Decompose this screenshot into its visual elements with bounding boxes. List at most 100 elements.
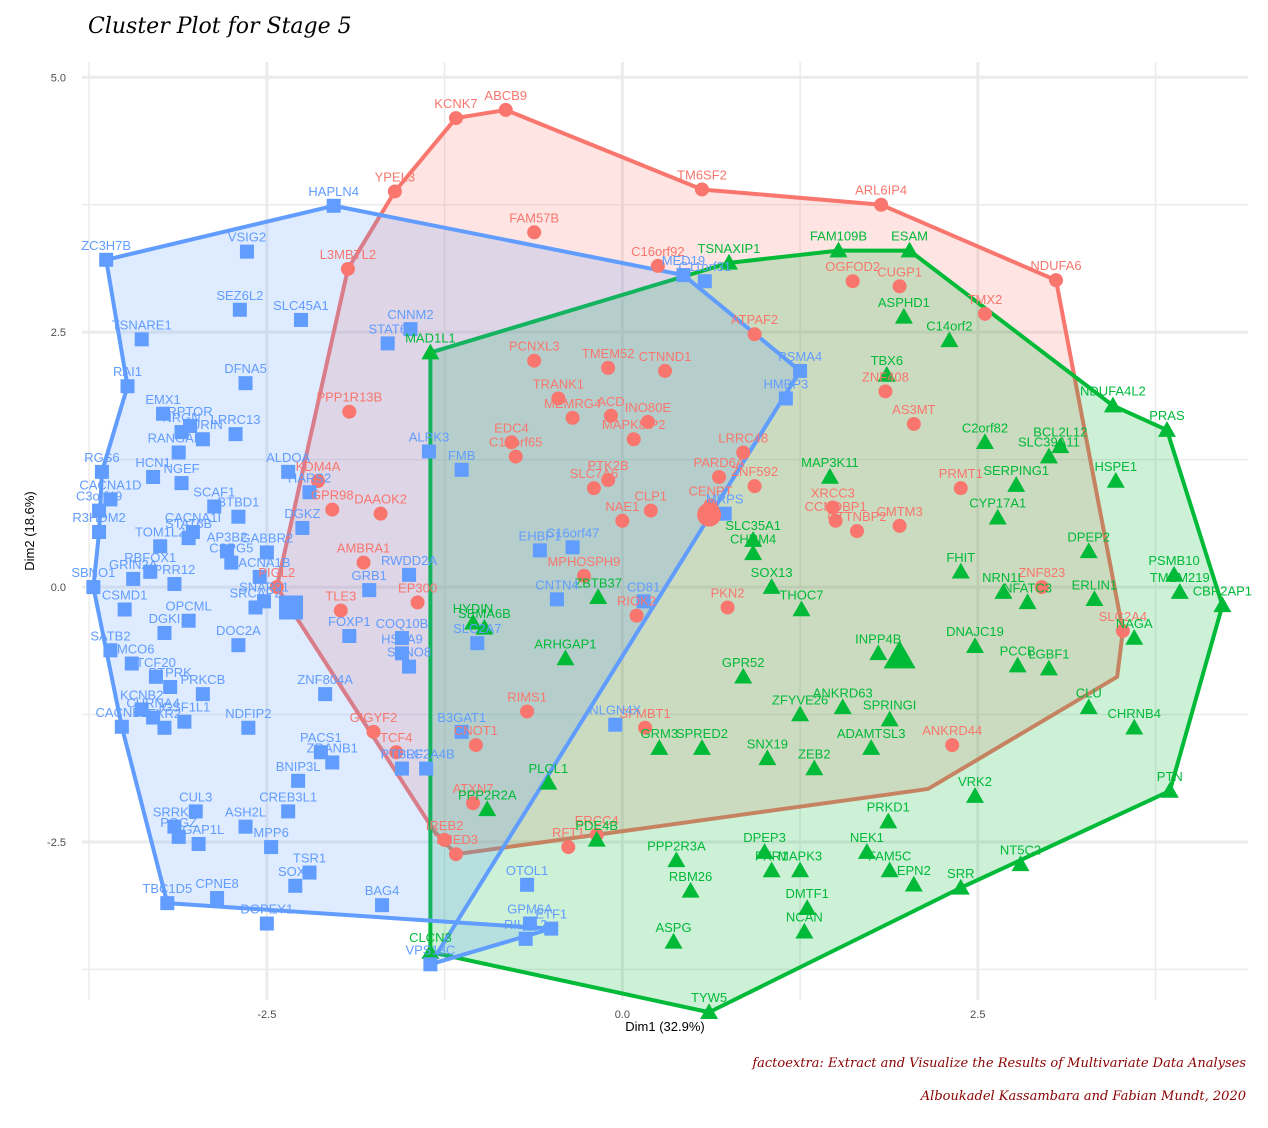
caption-line-2: Alboukadel Kassambara and Fabian Mundt, … [921, 1089, 1246, 1104]
cluster-3-point-label: PRKCB [180, 672, 225, 687]
cluster-1-point-label: CNOT1 [454, 723, 498, 738]
cluster-1-point [411, 595, 425, 609]
cluster-3-point-label: CNNM2 [387, 307, 433, 322]
cluster-2-point-label: SEMA6B [458, 606, 511, 621]
cluster-3-point [779, 391, 793, 405]
cluster-3-point [241, 721, 255, 735]
cluster-1-point-label: FAM57B [509, 210, 559, 225]
cluster-1-point [469, 738, 483, 752]
cluster-1-point [893, 279, 907, 293]
cluster-2-point-label: NFATC3 [1003, 580, 1052, 595]
cluster-3-point [231, 510, 245, 524]
y-axis-label: Dim2 (18.6%) [22, 491, 37, 570]
cluster-2-point-label: ERLIN1 [1072, 577, 1118, 592]
cluster-1-point [527, 354, 541, 368]
cluster-3-point-label: FMB [448, 448, 475, 463]
cluster-2-point-label: TYW5 [691, 990, 727, 1005]
cluster-2-point-label: PPP2R2A [458, 787, 517, 802]
cluster-3-point-label: CD81 [627, 579, 660, 594]
cluster-2-point-label: MAPK3 [778, 849, 822, 864]
cluster-3-point [419, 762, 433, 776]
cluster-1-point-label: YPEL3 [375, 169, 415, 184]
cluster-3-point-label: STAT6B [165, 516, 212, 531]
cluster-1-point [561, 840, 575, 854]
cluster-1-point [325, 503, 339, 517]
cluster-2-point-label: C14orf2 [926, 318, 972, 333]
cluster-3-point [325, 755, 339, 769]
cluster-3-point-label: SRCAP2 [229, 585, 281, 600]
cluster-3-point [248, 600, 262, 614]
cluster-1-point-label: EDC4 [494, 420, 529, 435]
cluster-3-point-label: ZC3H7B [81, 238, 131, 253]
cluster-1-point [566, 411, 580, 425]
cluster-2-point-label: ADAMTSL3 [837, 726, 906, 741]
cluster-3-point-label: PSMA4 [778, 349, 822, 364]
cluster-2-point-label: PTN [1157, 769, 1183, 784]
cluster-2-point-label: ZBTB37 [574, 575, 622, 590]
cluster-3-center [279, 595, 303, 619]
cluster-3-point-label: ALPK3 [409, 429, 449, 444]
cluster-3-point-label: DGKI [149, 611, 181, 626]
cluster-1-point-label: TRANK1 [533, 376, 584, 391]
cluster-3-point [318, 687, 332, 701]
cluster-1-point [893, 519, 907, 533]
cluster-3-point [121, 379, 135, 393]
cluster-2-point-label: ASPG [655, 920, 691, 935]
cluster-3-point [519, 932, 533, 946]
x-tick-label: 0.0 [615, 1009, 630, 1021]
cluster-2-point-label: SNX19 [747, 736, 788, 751]
cluster-2-point-label: TBX6 [871, 353, 904, 368]
cluster-3-point-label: B3GAT1 [437, 710, 486, 725]
cluster-3-point [146, 470, 160, 484]
cluster-3-point-label: VSIG2 [228, 230, 266, 245]
cluster-2-point-label: DNAJC19 [946, 624, 1004, 639]
cluster-1-point-label: SLC7A6 [570, 466, 618, 481]
cluster-2-point-label: PPP2R3A [647, 838, 706, 853]
cluster-1-point-label: L3MBTL2 [320, 247, 376, 262]
cluster-1-point [907, 417, 921, 431]
cluster-1-point-label: MEMRG4 [544, 396, 601, 411]
cluster-1-point-label: PPP1R13B [316, 390, 382, 405]
cluster-1-point-label: PCNXL3 [509, 339, 560, 354]
cluster-2-point-label: CHRM4 [730, 531, 776, 546]
cluster-3-point [99, 253, 113, 267]
cluster-3-point-label: ALDOA [266, 450, 310, 465]
cluster-1-point [846, 274, 860, 288]
cluster-1-point-label: IREB2 [426, 818, 464, 833]
cluster-1-point-label: GIGYF2 [350, 710, 398, 725]
cluster-3-point [260, 917, 274, 931]
cluster-3-point-label: CUL3 [179, 789, 212, 804]
cluster-3-point-label: TBC1D5 [142, 881, 192, 896]
cluster-3-point [160, 896, 174, 910]
cluster-3-point [229, 427, 243, 441]
cluster-3-point [210, 891, 224, 905]
cluster-2-point-label: CYP17A1 [969, 496, 1026, 511]
cluster-3-point [172, 445, 186, 459]
cluster-3-point [294, 313, 308, 327]
cluster-1-point-label: CLP1 [635, 489, 668, 504]
cluster-2-point-label: NT5C2 [1000, 842, 1041, 857]
cluster-3-point [402, 660, 416, 674]
cluster-2-point-label: SOX13 [751, 565, 793, 580]
cluster-2-point-label: CHRNB4 [1108, 706, 1161, 721]
cluster-3-point [239, 820, 253, 834]
cluster-1-point [712, 470, 726, 484]
y-tick-label: -2.5 [47, 837, 66, 849]
cluster-2-point-label: ARHGAP1 [534, 636, 596, 651]
cluster-2-point-label: SPRINGI [863, 698, 916, 713]
cluster-1-point-label: OGFOD2 [825, 259, 880, 274]
cluster-3-point-label: TSNARE1 [112, 317, 172, 332]
cluster-1-point [658, 364, 672, 378]
cluster-3-point-label: SLC2A4B [398, 747, 455, 762]
cluster-2-point-label: MAD1L1 [405, 331, 456, 346]
cluster-3-point-label: RWDD2A [381, 553, 437, 568]
cluster-3-point [231, 638, 245, 652]
cluster-3-point [175, 476, 189, 490]
cluster-3-point [423, 957, 437, 971]
cluster-2-point-label: PDE4B [575, 818, 618, 833]
cluster-3-point [381, 336, 395, 350]
cluster-3-point-label: RANGAP1 [148, 430, 210, 445]
cluster-3-point [163, 680, 177, 694]
cluster-3-point-label: CACNA1B [229, 555, 290, 570]
cluster-2-point-label: FAM109B [810, 229, 867, 244]
